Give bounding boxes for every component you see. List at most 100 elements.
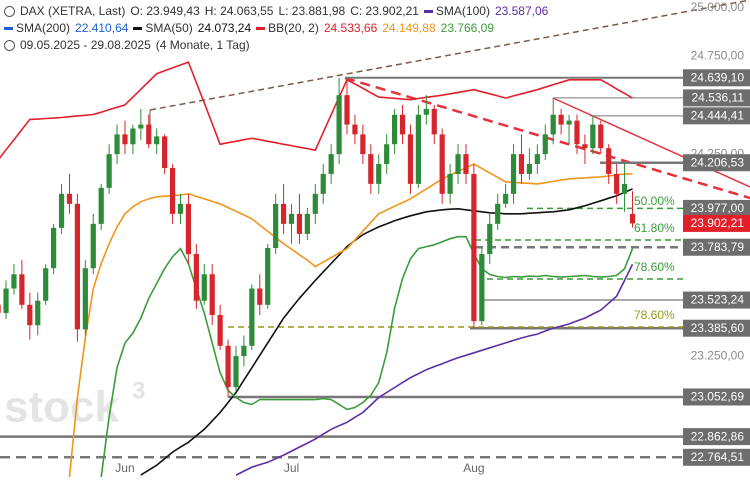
x-tick-label: Aug bbox=[463, 461, 484, 475]
candle-body bbox=[241, 345, 247, 357]
fib-label: 78.60% bbox=[634, 308, 675, 322]
candle-body bbox=[558, 114, 564, 125]
candle-body bbox=[463, 154, 469, 174]
candle-body bbox=[249, 288, 255, 346]
candle-body bbox=[225, 345, 231, 388]
candle-body bbox=[534, 154, 540, 165]
candle-body bbox=[550, 114, 556, 135]
level-label: 23.977,00 bbox=[691, 201, 745, 215]
symbol: DAX (XETRA, Last) bbox=[20, 4, 126, 18]
level-box bbox=[683, 69, 750, 87]
candle-body bbox=[58, 193, 65, 228]
candle-body bbox=[19, 274, 25, 305]
legend-swatch bbox=[4, 27, 13, 31]
indicator-line bbox=[235, 263, 634, 476]
legend-name: SMA(200) bbox=[16, 21, 71, 35]
candle-body bbox=[169, 167, 176, 214]
level-box bbox=[683, 89, 750, 107]
candle-body bbox=[304, 213, 310, 234]
candle-body bbox=[201, 274, 207, 301]
candle-body bbox=[90, 223, 96, 269]
candle-body bbox=[209, 274, 215, 316]
candle-body bbox=[582, 144, 588, 149]
candle-body bbox=[368, 154, 374, 184]
legend-value: 23.587,06 bbox=[494, 4, 549, 18]
candle-body bbox=[479, 254, 485, 322]
level-label: 24.444,41 bbox=[691, 109, 745, 123]
candle-body bbox=[280, 203, 287, 224]
candle-body bbox=[35, 300, 41, 326]
candle-body bbox=[114, 134, 120, 155]
candle-body bbox=[273, 203, 279, 248]
candle-body bbox=[629, 213, 636, 224]
date-span: (4 Monate, 1 Tag) bbox=[155, 38, 250, 52]
y-tick-label: 23.250,00 bbox=[691, 348, 745, 362]
candle-body bbox=[487, 223, 493, 255]
level-label: 23.783,79 bbox=[691, 240, 745, 254]
candle-body bbox=[320, 173, 326, 194]
candle-body bbox=[154, 136, 160, 145]
candle-body bbox=[518, 154, 525, 174]
candle-body bbox=[51, 227, 57, 269]
candle-body bbox=[574, 120, 580, 145]
candle-body bbox=[598, 124, 604, 149]
legend-value: 22.410,64 bbox=[75, 21, 129, 35]
candle-body bbox=[384, 144, 390, 165]
ohlc: L: 23.881,98 bbox=[278, 4, 346, 18]
candle-body bbox=[526, 164, 533, 174]
candle-body bbox=[288, 213, 295, 224]
level-label: 23.052,69 bbox=[691, 390, 745, 404]
candle-body bbox=[122, 134, 128, 145]
indicator-line bbox=[68, 163, 633, 478]
candle-body bbox=[352, 124, 358, 135]
candle-body bbox=[177, 203, 184, 214]
level-label: 24.536,11 bbox=[692, 91, 745, 105]
legend-swatch bbox=[423, 10, 433, 14]
candle-body bbox=[27, 304, 33, 326]
ohlc: H: 24.063,55 bbox=[204, 4, 274, 18]
current-label: 23.902,21 bbox=[691, 216, 745, 230]
level-box bbox=[683, 107, 750, 125]
candle-body bbox=[162, 136, 168, 168]
level-label: 22.862,86 bbox=[691, 429, 745, 443]
legend-swatch bbox=[256, 27, 266, 31]
candle-body bbox=[392, 114, 398, 145]
legend-row: DAX (XETRA, Last) O: 23.949,43 H: 24.063,5… bbox=[4, 3, 553, 20]
current-box bbox=[683, 214, 750, 232]
candle-body bbox=[233, 356, 239, 388]
legend-swatch bbox=[133, 27, 143, 31]
x-tick-label: Jun bbox=[115, 461, 134, 475]
level-box bbox=[683, 291, 750, 309]
candle-body bbox=[328, 154, 334, 174]
candle-body bbox=[399, 114, 406, 135]
x-tick-label: Jul bbox=[284, 461, 299, 475]
candle-body bbox=[312, 193, 318, 214]
ohlc: C: 23.902,21 bbox=[350, 4, 419, 18]
candle-body bbox=[106, 154, 112, 188]
candle-body bbox=[360, 134, 366, 155]
watermark-sup: 3 bbox=[132, 377, 145, 404]
candle-body bbox=[510, 154, 517, 194]
candle-body bbox=[185, 203, 192, 255]
candle-body bbox=[542, 134, 548, 155]
candle-body bbox=[43, 268, 49, 301]
legend-value: 24.073,24 bbox=[197, 21, 252, 35]
legend-value: 24.533,66 bbox=[323, 21, 378, 35]
indicator-line bbox=[0, 61, 633, 159]
y-tick-label: 24.750,00 bbox=[691, 48, 745, 62]
level-box bbox=[683, 319, 750, 337]
icon bbox=[4, 40, 15, 52]
legend-row: SMA(200) 22.410,64 SMA(50) 24.073,24 BB(20, … bbox=[4, 20, 553, 37]
candle-body bbox=[217, 315, 223, 346]
candle-body bbox=[344, 95, 350, 125]
candle-body bbox=[130, 128, 136, 145]
y-tick-label: 25.000,00 bbox=[691, 0, 745, 14]
candle-body bbox=[423, 108, 429, 115]
level-box bbox=[683, 154, 750, 172]
level-box bbox=[683, 238, 750, 256]
candle-body bbox=[590, 124, 596, 149]
legend-name: BB(20, 2) bbox=[268, 21, 319, 35]
candle-body bbox=[621, 183, 628, 194]
